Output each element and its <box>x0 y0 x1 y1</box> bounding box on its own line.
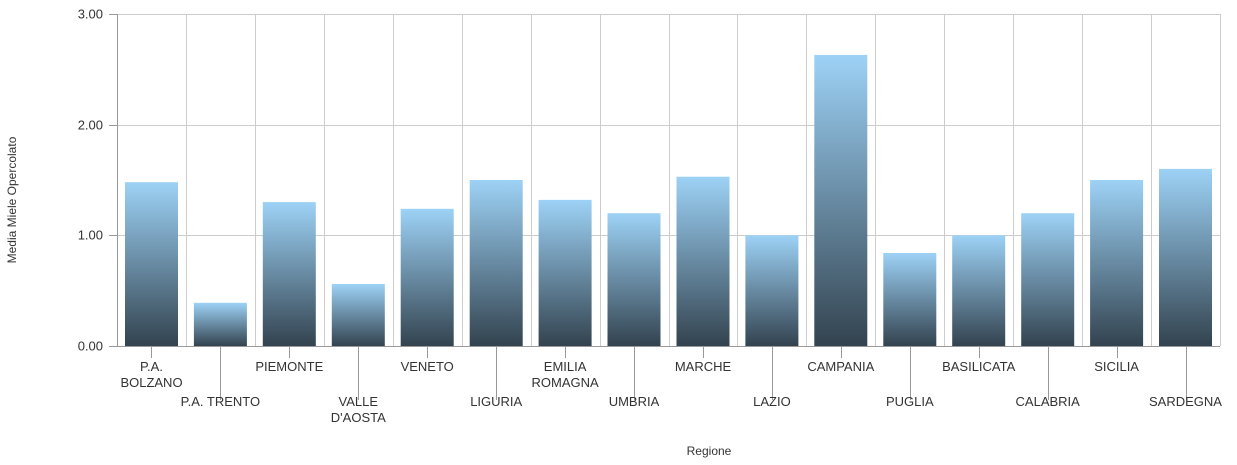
x-axis-title: Regione <box>687 444 732 458</box>
bar[interactable] <box>1159 168 1212 346</box>
x-tick-label: PUGLIA <box>886 394 934 409</box>
bar[interactable] <box>538 199 592 346</box>
x-tick-label: CALABRIA <box>1016 394 1081 409</box>
x-tick-label: VALLE D'AOSTA <box>331 394 386 425</box>
bar[interactable] <box>883 253 937 346</box>
y-tick-label: 2.00 <box>78 118 103 133</box>
label-layer: 0.00 1.00 2.00 3.00 P.A. BOLZANO P.A. TRENTO PI… <box>78 7 1223 426</box>
axis-layer <box>109 14 1220 400</box>
x-tick-label: MARCHE <box>675 359 732 374</box>
y-tick-label: 1.00 <box>78 228 103 243</box>
y-tick-label: 0.00 <box>78 339 103 354</box>
bar[interactable] <box>952 235 1006 346</box>
x-tick-label: SARDEGNA <box>1149 394 1222 409</box>
x-tick-label: CAMPANIA <box>807 359 874 374</box>
bar[interactable] <box>1090 180 1144 346</box>
x-tick-label: SICILIA <box>1094 359 1139 374</box>
bar[interactable] <box>1021 213 1075 346</box>
x-tick-label: EMILIA ROMAGNA <box>532 359 600 390</box>
bar[interactable] <box>193 302 247 346</box>
x-tick-label: PIEMONTE <box>255 359 323 374</box>
x-tick-label: P.A. TRENTO <box>181 394 260 409</box>
x-tick-label: VENETO <box>401 359 454 374</box>
x-tick-label: UMBRIA <box>609 394 660 409</box>
x-tick-label: LAZIO <box>753 394 791 409</box>
y-axis-title: Media Miele Opercolato <box>5 136 19 263</box>
y-tick-label: 3.00 <box>78 7 103 22</box>
bar[interactable] <box>676 176 730 346</box>
bar[interactable] <box>400 208 454 346</box>
bar[interactable] <box>814 54 868 347</box>
bar[interactable] <box>331 284 385 346</box>
bar[interactable] <box>262 202 316 346</box>
bar[interactable] <box>607 213 661 346</box>
x-tick-label: BASILICATA <box>942 359 1016 374</box>
x-tick-label: LIGURIA <box>470 394 522 409</box>
bar[interactable] <box>125 182 178 346</box>
bar-layer <box>125 54 1212 347</box>
bar[interactable] <box>469 180 523 346</box>
x-tick-label: P.A. BOLZANO <box>120 359 182 390</box>
bar[interactable] <box>745 235 799 346</box>
